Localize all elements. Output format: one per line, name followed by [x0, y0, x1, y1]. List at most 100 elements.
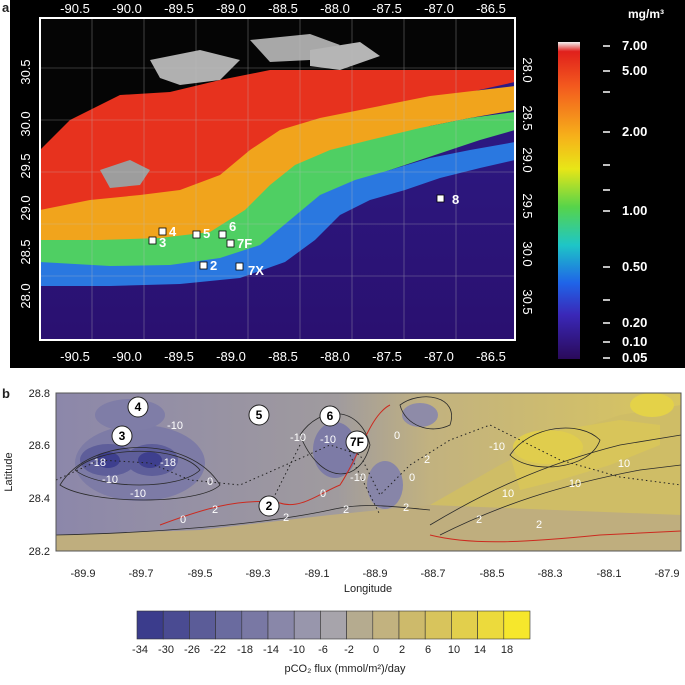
lon-tick-bottom: -86.5 [476, 349, 506, 364]
chlorophyll-map-panel: -90.5 -90.0 -89.5 -89.0 -88.5 -88.0 -87.… [10, 0, 685, 368]
contour-label: -10 [320, 434, 336, 446]
station-label-2: 2 [210, 258, 217, 273]
lon-tick-bottom: -87.5 [372, 349, 402, 364]
flux-x-tick: -88.3 [537, 568, 562, 580]
lon-ticks-bottom: -90.5 -90.0 -89.5 -89.0 -88.5 -88.0 -87.… [60, 349, 506, 364]
lat-ticks-right: 28.0 28.5 29.0 29.5 30.0 30.5 [520, 57, 535, 314]
flux-colorbar-swatch [293, 610, 321, 640]
contour-label: 2 [476, 514, 482, 526]
flux-cbar-tick: 6 [425, 644, 431, 656]
flux-x-tick: -88.9 [362, 568, 387, 580]
contour-label: 2 [343, 504, 349, 516]
contour-label: 2 [424, 454, 430, 466]
contour-label: 10 [502, 488, 514, 500]
station-label-3: 3 [159, 235, 166, 250]
cbar-tick: 0.05 [622, 350, 647, 365]
land-patch [310, 42, 380, 70]
flux-colorbar-swatch [346, 610, 374, 640]
station-marker-6 [218, 230, 227, 239]
flux-colorbar-swatch [372, 610, 400, 640]
station-label-6: 6 [229, 219, 236, 234]
flux-cbar-tick: -26 [184, 644, 200, 656]
flux-cbar-tick: 18 [501, 644, 513, 656]
contour-label: -10 [130, 488, 146, 500]
contour-label: 10 [618, 458, 630, 470]
flux-colorbar-swatch [503, 610, 531, 640]
flux-station-marker-2 [258, 495, 280, 517]
cbar-tick: 7.00 [622, 38, 647, 53]
flux-station-label-5: 5 [256, 408, 263, 422]
flux-plot-frame [55, 392, 682, 552]
map-stations: 3 4 5 6 7F 2 7X 8 [148, 192, 459, 278]
flux-cbar-tick: 10 [448, 644, 460, 656]
flux-y-tick: 28.2 [29, 546, 50, 558]
lon-tick-top: -88.0 [320, 1, 350, 16]
flux-near-zero-region [56, 505, 681, 551]
lat-tick-right: 29.5 [520, 193, 535, 218]
station-marker-5 [192, 230, 201, 239]
station-marker-4 [158, 227, 167, 236]
flux-cbar-tick: -30 [158, 644, 174, 656]
flux-cbar-tick: -34 [132, 644, 148, 656]
station-label-8: 8 [452, 192, 459, 207]
lon-tick-top: -87.5 [372, 1, 402, 16]
lon-tick-bottom: -89.5 [164, 349, 194, 364]
map-frame [39, 17, 516, 341]
flux-cbar-tick: 14 [474, 644, 486, 656]
colorbar-unit: mg/m³ [628, 7, 664, 21]
flux-x-tick: -88.1 [596, 568, 621, 580]
flux-colorbar-swatch [162, 610, 190, 640]
lon-tick-bottom: -90.0 [112, 349, 142, 364]
flux-cbar-tick: 0 [373, 644, 379, 656]
cruise-track [55, 424, 682, 516]
flux-x-tick: -89.5 [187, 568, 212, 580]
lon-tick-top: -88.5 [268, 1, 298, 16]
contour-label: 0 [320, 488, 326, 500]
contour-label: -10 [167, 420, 183, 432]
flux-station-marker-3 [111, 425, 133, 447]
map-grid [40, 18, 515, 340]
lat-tick-left: 29.5 [18, 153, 33, 178]
contour-label: 2 [536, 519, 542, 531]
lon-tick-bottom: -89.0 [216, 349, 246, 364]
flux-colorbar-swatch [398, 610, 426, 640]
lat-tick-left: 30.5 [18, 59, 33, 84]
contour-label: -10 [102, 474, 118, 486]
contour-label: 0 [394, 430, 400, 442]
contour-lines [55, 396, 682, 536]
flux-negative-region [313, 422, 357, 478]
contour-label: 10 [569, 478, 581, 490]
coastal-blue-band [40, 142, 515, 286]
flux-x-tick: -89.1 [304, 568, 329, 580]
pco2-flux-panel: -10 -18 -10 -18 -10 -10 -10 -10 0 0 2 0 … [0, 385, 685, 680]
chlorophyll-map-svg: -90.5 -90.0 -89.5 -89.0 -88.5 -88.0 -87.… [18, 1, 664, 365]
lat-tick-right: 28.0 [520, 57, 535, 82]
cbar-tick: 5.00 [622, 63, 647, 78]
lat-tick-right: 30.0 [520, 241, 535, 266]
flux-x-ticks: -89.9 -89.7 -89.5 -89.3 -89.1 -88.9 -88.… [70, 568, 679, 580]
station-marker-8 [436, 194, 445, 203]
station-marker-2 [199, 261, 208, 270]
flux-min-region [138, 452, 162, 468]
flux-max-region [513, 430, 583, 464]
station-label-7X: 7X [248, 263, 264, 278]
flux-colorbar-swatch [189, 610, 216, 640]
lat-tick-right: 28.5 [520, 105, 535, 130]
lon-tick-bottom: -87.0 [424, 349, 454, 364]
flux-colorbar-title: pCO₂ flux (mmol/m²)/day [284, 663, 406, 675]
pco2-flux-svg: -10 -18 -10 -18 -10 -10 -10 -10 0 0 2 0 … [3, 388, 682, 675]
lat-tick-right: 29.0 [520, 147, 535, 172]
flux-y-ticks: 28.8 28.6 28.4 28.2 [29, 388, 50, 558]
flux-x-tick: -89.9 [70, 568, 95, 580]
coastal-green-band [40, 112, 515, 272]
colorbar-tickmarks [603, 45, 610, 359]
contour-label: 0 [409, 472, 415, 484]
flux-y-label: Latitude [3, 452, 15, 491]
flux-y-tick: 28.4 [29, 493, 50, 505]
flux-x-tick: -88.7 [420, 568, 445, 580]
flux-station-marker-4 [127, 396, 149, 418]
flux-stations: 4 3 5 6 7F 2 [111, 396, 369, 517]
contour-label: 2 [212, 504, 218, 516]
flux-colorbar-swatch [136, 610, 164, 640]
colorbar-ticks: 7.00 5.00 2.00 1.00 0.50 0.20 0.10 0.05 [622, 38, 647, 365]
